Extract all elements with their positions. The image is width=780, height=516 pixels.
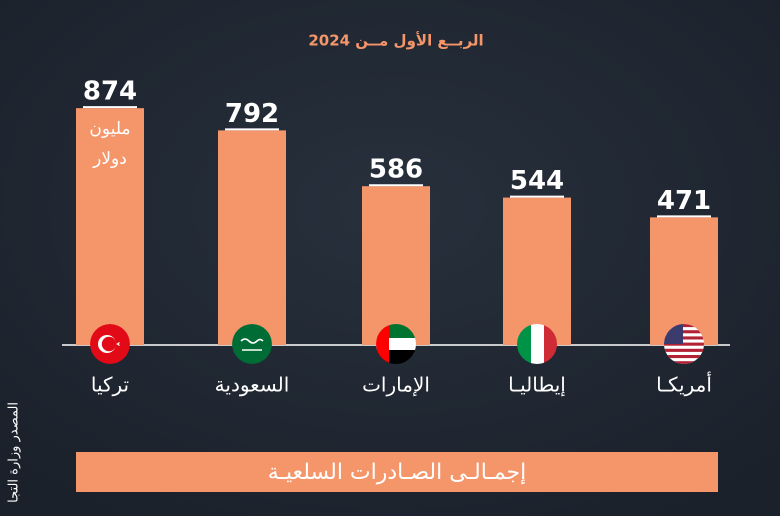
unit-label: دولار bbox=[92, 149, 127, 169]
source: المصدر وزارة التجا bbox=[7, 402, 22, 503]
category-label: الإمارات bbox=[362, 373, 430, 397]
bar bbox=[76, 108, 144, 345]
bar bbox=[650, 217, 718, 345]
banner-text: إجمـالـى الصـادرات السلعيـة bbox=[268, 460, 527, 485]
value-label: 471 bbox=[657, 186, 711, 216]
value-label: 792 bbox=[225, 99, 279, 129]
bar bbox=[218, 130, 286, 345]
flag-saudi bbox=[232, 324, 272, 364]
category-label: أمريكـا bbox=[656, 372, 712, 397]
bar bbox=[362, 186, 430, 345]
flag-uae bbox=[376, 324, 416, 364]
category-label: إيطاليـا bbox=[508, 373, 566, 398]
flag-italy bbox=[517, 324, 557, 364]
flag-usa bbox=[664, 324, 704, 364]
category-label: السعودية bbox=[215, 373, 290, 397]
value-label: 586 bbox=[369, 155, 423, 185]
flag-turkey bbox=[90, 324, 130, 364]
flags bbox=[90, 324, 704, 364]
value-label: 544 bbox=[510, 166, 564, 196]
bars: 874 تركيا مليون دولار 792 السعودية 586 الإمارات… bbox=[76, 77, 718, 398]
value-label: 874 bbox=[83, 77, 137, 107]
category-label: تركيا bbox=[91, 373, 129, 397]
subtitle: الربــع الأول مــن 2024 bbox=[308, 32, 483, 50]
bar bbox=[503, 197, 571, 345]
banner bbox=[76, 452, 718, 492]
unit-label: مليون bbox=[89, 119, 130, 139]
